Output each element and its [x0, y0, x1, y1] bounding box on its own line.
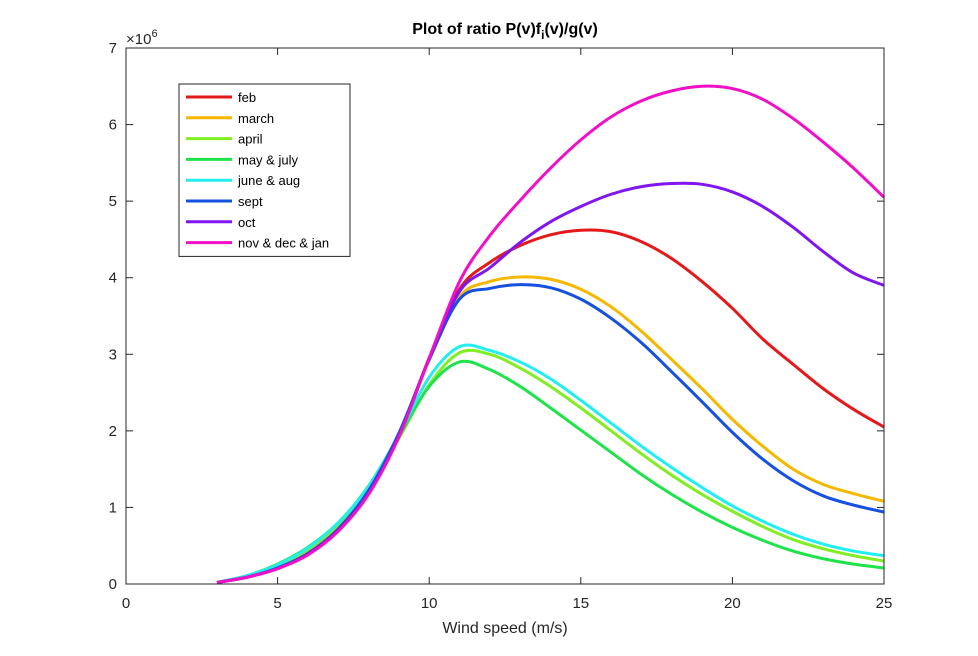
- y-tick-label: 6: [109, 117, 117, 134]
- x-tick-label: 10: [421, 595, 438, 612]
- x-tick-label: 0: [122, 595, 130, 612]
- plot-frame: [125, 47, 885, 585]
- legend-label-nov-dec-jan: nov & dec & jan: [238, 236, 329, 251]
- legend-label-sept: sept: [238, 194, 263, 209]
- x-tick-label: 15: [572, 595, 589, 612]
- chart-title: Plot of ratio P(v)fi(v)/g(v): [412, 21, 598, 42]
- series-lines: [216, 84, 886, 584]
- legend-label-oct: oct: [238, 215, 256, 230]
- y-tick-label: 2: [109, 423, 117, 440]
- y-tick-label: 0: [109, 576, 117, 593]
- y-tick-label: 1: [109, 499, 117, 516]
- x-tick-label: 5: [273, 595, 281, 612]
- chart-title-subscript: i: [541, 28, 544, 42]
- legend-label-june-aug: june & aug: [237, 173, 300, 188]
- legend-box: [178, 83, 351, 257]
- y-tick-label: 5: [109, 193, 117, 210]
- legend-label-march: march: [238, 111, 274, 126]
- x-tick-label: 20: [724, 595, 741, 612]
- y-tick-label: 7: [109, 40, 117, 57]
- axes: 0 5 10 15 20 25 0 1 2 3 4 5 6 7: [109, 40, 893, 612]
- series-line-june-aug: [216, 343, 885, 584]
- x-axis-label: Wind speed (m/s): [442, 620, 567, 637]
- legend: feb march april may & july june & aug sept oct…: [178, 83, 351, 257]
- x-tick-label: 25: [876, 595, 893, 612]
- legend-label-feb: feb: [238, 90, 256, 105]
- legend-label-may-july: may & july: [238, 152, 298, 167]
- y-tick-label: 4: [109, 270, 117, 287]
- legend-label-april: april: [238, 132, 263, 147]
- y-exponent-label: ×106: [126, 28, 158, 48]
- y-tick-label: 3: [109, 346, 117, 363]
- series-line-nov-dec-jan: [216, 84, 886, 584]
